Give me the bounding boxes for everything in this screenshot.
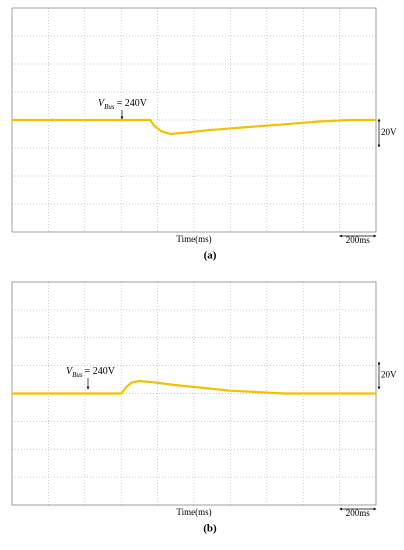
bus-subscript: Bus xyxy=(72,371,83,379)
time-scale: 200ms xyxy=(346,508,371,518)
x-axis-label: Time(ms) xyxy=(176,234,211,244)
time-scale: 200ms xyxy=(346,235,371,245)
bus-subscript: Bus xyxy=(104,103,115,111)
caption: (b) xyxy=(203,523,217,535)
bus-value: = 240V xyxy=(117,98,148,109)
bus-symbol: V xyxy=(66,366,74,377)
bus-value: = 240V xyxy=(85,366,116,377)
trace xyxy=(12,379,376,395)
bus-symbol: V xyxy=(98,98,106,109)
volt-scale: 20V xyxy=(381,370,397,380)
caption: (a) xyxy=(204,250,217,262)
bus-label: VBus = 240V xyxy=(66,366,116,378)
volt-scale: 20V xyxy=(381,127,397,137)
x-axis-label: Time(ms) xyxy=(176,507,211,517)
bus-label: VBus = 240V xyxy=(98,98,148,110)
trace xyxy=(12,118,376,136)
